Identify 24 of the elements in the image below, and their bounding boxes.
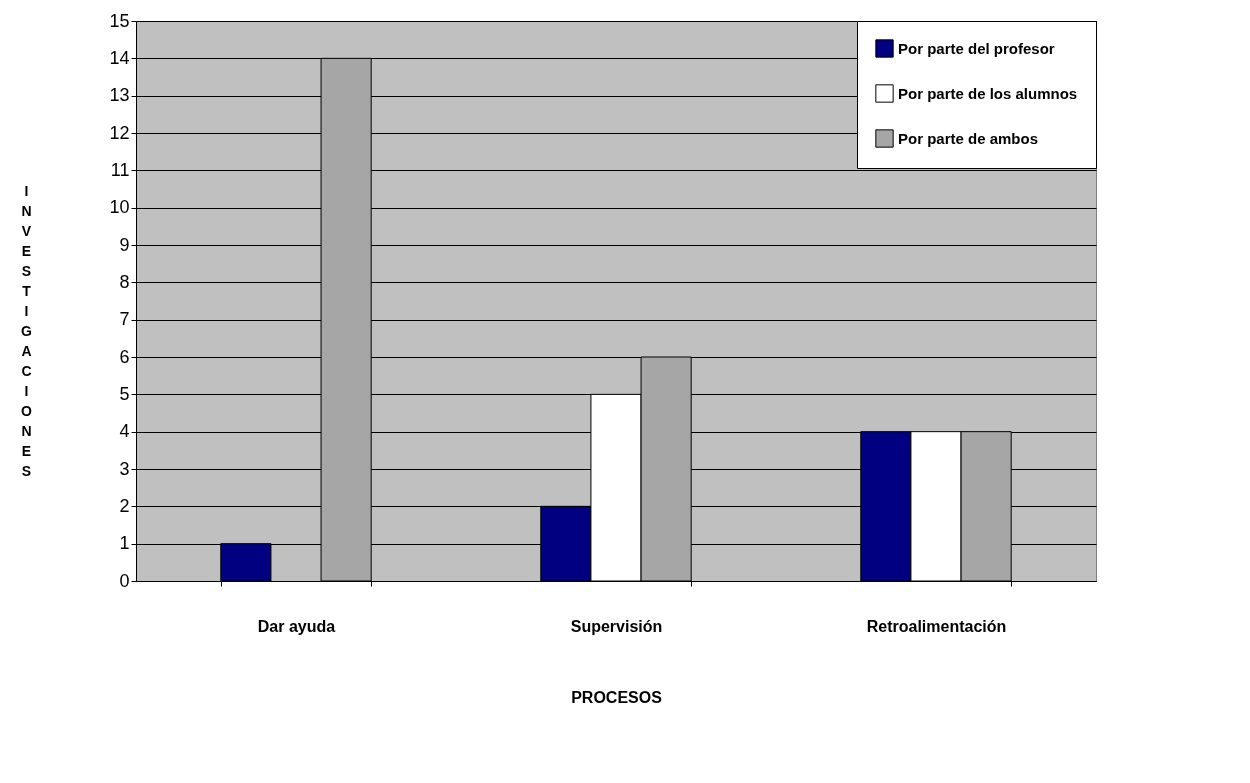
y-tick-label: 5 [119, 383, 130, 404]
y-tick-label: 13 [109, 85, 130, 106]
x-tick-label: Supervisión [570, 617, 663, 635]
x-tick-label: Dar ayuda [257, 617, 336, 635]
y-tick-label: 7 [119, 309, 130, 330]
y-tick-label: 9 [119, 234, 130, 255]
y-tick-label: 3 [119, 458, 130, 479]
y-tick-label: 4 [119, 421, 130, 442]
y-tick-label: 11 [110, 159, 130, 180]
y-tick-label: 14 [109, 47, 130, 68]
x-tick-label: Retroalimentación [866, 617, 1007, 635]
x-axis-title: PROCESOS [571, 688, 663, 706]
legend-label: Por parte de los alumnos [898, 84, 1078, 102]
text: INVESTIGACIONES [21, 182, 32, 479]
legend-label: Por parte del profesor [898, 39, 1055, 57]
y-tick-label: 6 [119, 346, 130, 367]
y-tick-label: 12 [109, 122, 130, 143]
y-tick-label: 1 [119, 533, 130, 554]
legend-label: Por parte de ambos [898, 129, 1039, 147]
y-tick-label: 15 [109, 10, 130, 31]
y-tick-label: 2 [119, 495, 130, 516]
y-tick-label: 0 [119, 570, 130, 591]
y-tick-label: 10 [109, 197, 130, 218]
y-tick-label: 8 [119, 271, 130, 292]
